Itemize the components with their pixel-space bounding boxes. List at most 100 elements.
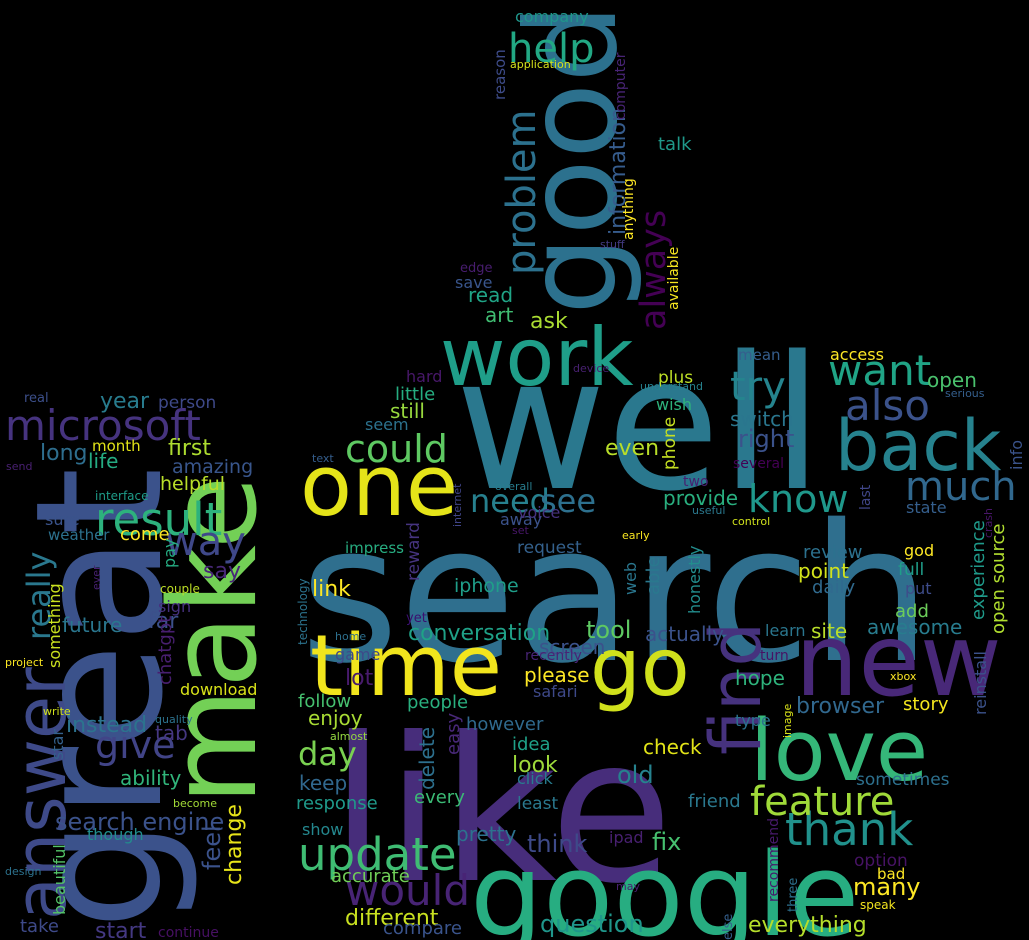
word-image: image xyxy=(781,704,794,738)
word-way: way xyxy=(165,519,246,565)
word-voice: voice xyxy=(518,503,560,522)
word-please: please xyxy=(524,663,590,687)
word-web: web xyxy=(621,562,640,595)
word-god: god xyxy=(904,541,934,560)
word-send: send xyxy=(6,460,32,473)
word-many: many xyxy=(853,873,921,901)
word-hard: hard xyxy=(406,367,442,386)
word-control: control xyxy=(732,515,770,528)
word-chatgpt: chatgpt xyxy=(155,616,176,685)
word-quality: quality xyxy=(155,713,193,726)
word-hope: hope xyxy=(735,666,785,690)
word-result: result xyxy=(95,493,222,546)
word-find: find xyxy=(695,622,777,755)
word-pay: pay xyxy=(160,539,179,568)
word-know: know xyxy=(748,477,848,521)
word-much: much xyxy=(905,464,1017,510)
word-far: far xyxy=(148,609,179,634)
word-sure: sure xyxy=(45,510,80,529)
word-long: long xyxy=(40,441,87,466)
word-show: show xyxy=(302,820,343,839)
word-month: month xyxy=(92,437,141,455)
word-think: think xyxy=(527,830,588,858)
word-would: would xyxy=(345,866,470,915)
word-pretty: pretty xyxy=(456,822,516,846)
word-point: point xyxy=(798,559,849,583)
word-like: like xyxy=(330,695,673,928)
word-conversation: conversation xyxy=(408,621,550,646)
word-site: site xyxy=(811,619,847,643)
word-make: make xyxy=(145,476,284,805)
word-instead: instead xyxy=(66,713,147,738)
word-thank: thank xyxy=(785,803,913,856)
word-need: need xyxy=(470,482,550,520)
word-love: love xyxy=(750,702,928,801)
word-ask: ask xyxy=(530,309,568,334)
word-idea: idea xyxy=(512,734,551,755)
word-add: add xyxy=(895,601,929,622)
word-time: time xyxy=(310,617,502,716)
word-life: life xyxy=(88,449,118,473)
word-stuff: stuff xyxy=(600,238,625,251)
word-really: really xyxy=(20,552,58,640)
word-weather: weather xyxy=(48,526,110,544)
word-overall: overall xyxy=(495,480,532,493)
word-microsoft: microsoft xyxy=(5,401,201,450)
word-lot: lot xyxy=(345,666,374,691)
word-set: set xyxy=(512,524,529,537)
word-text: text xyxy=(312,452,334,465)
word-different: different xyxy=(345,906,439,931)
word-day: day xyxy=(298,735,357,773)
word-little: little xyxy=(395,384,435,405)
word-computer: computer xyxy=(613,52,629,120)
word-give: give xyxy=(95,723,176,767)
word-else: else xyxy=(721,914,736,940)
word-sign: sign xyxy=(158,597,191,616)
word-people: people xyxy=(407,692,468,713)
word-right: right xyxy=(738,425,794,453)
word-everything: everything xyxy=(748,913,867,938)
word-project: project xyxy=(5,656,44,669)
word-new: new xyxy=(795,602,1002,719)
word-continue: continue xyxy=(158,925,219,940)
word-year: year xyxy=(100,389,150,414)
word-great: great xyxy=(0,467,202,930)
word-awesome: awesome xyxy=(867,615,962,639)
word-state: state xyxy=(906,498,947,517)
word-take: take xyxy=(20,916,59,937)
word-request: request xyxy=(517,538,582,558)
word-experience: experience xyxy=(968,520,989,620)
word-art: art xyxy=(485,303,513,327)
word-mean: mean xyxy=(738,346,781,364)
word-safari: safari xyxy=(533,682,578,701)
word-question: question xyxy=(540,910,644,938)
word-ever: ever xyxy=(90,565,103,590)
word-every: every xyxy=(414,787,465,808)
word-search-engine: search engine xyxy=(55,808,224,836)
word-understand: understand xyxy=(640,380,703,393)
word-available: available xyxy=(666,247,682,310)
word-last: last xyxy=(858,484,874,510)
word-actually: actually xyxy=(645,622,724,646)
word-type: type xyxy=(735,711,771,730)
word-go: go xyxy=(590,621,690,714)
word-check: check xyxy=(643,735,702,759)
word-keep: keep xyxy=(299,771,347,795)
word-anything: anything xyxy=(621,178,637,240)
word-sometimes: sometimes xyxy=(856,770,950,790)
word-search: search xyxy=(300,484,931,705)
word-star: star xyxy=(48,729,67,760)
word-reward: reward xyxy=(404,522,424,581)
word-download: download xyxy=(180,680,257,699)
word-internet: internet xyxy=(451,483,464,527)
word-read: read xyxy=(468,283,513,307)
word-though: though xyxy=(87,825,144,844)
word-amazing: amazing xyxy=(172,456,253,478)
word-daily: daily xyxy=(812,577,855,598)
word-tab: tab xyxy=(155,721,188,745)
word-screen: screen xyxy=(539,635,605,659)
word-tool: tool xyxy=(586,616,631,644)
word-information: information xyxy=(606,108,631,235)
